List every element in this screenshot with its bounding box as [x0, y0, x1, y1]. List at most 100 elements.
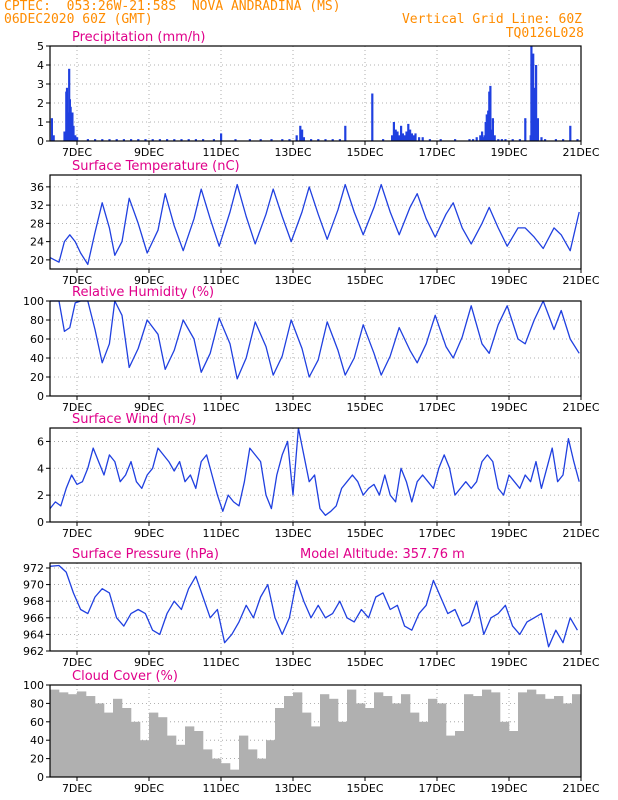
pressure-xtick-label: 19DEC: [490, 656, 527, 669]
cloud-cover-area-segment: [554, 696, 564, 777]
precipitation-xtick-label: 7DEC: [62, 146, 92, 159]
pressure-xtick-label: 11DEC: [202, 656, 239, 669]
cloud-cover-area-segment: [320, 694, 330, 777]
precipitation-bar: [468, 139, 471, 141]
precipitation-bar: [532, 53, 535, 141]
cloud-cover-area-segment: [239, 735, 249, 777]
precipitation-ytick-label: 2: [37, 97, 44, 110]
precipitation-bar: [187, 139, 190, 141]
precipitation-bar: [569, 125, 572, 141]
precipitation-frame: [49, 45, 582, 142]
cloud-cover-area-segment: [410, 712, 420, 777]
precipitation-bar: [491, 118, 494, 141]
precipitation-bar: [392, 122, 395, 141]
precipitation-bar: [396, 131, 399, 141]
cloud-cover-area-segment: [545, 698, 555, 777]
cloud-cover-area-segment: [563, 703, 573, 777]
wind-ytick-label: 6: [37, 435, 44, 448]
precipitation-bar: [212, 139, 215, 141]
precipitation-bar: [259, 139, 262, 141]
cloud-cover-xtick-label: 13DEC: [274, 782, 311, 795]
pressure-xtick-label: 15DEC: [346, 656, 383, 669]
precipitation-xtick-label: 19DEC: [490, 146, 527, 159]
cloud-cover-area-segment: [536, 694, 546, 777]
precipitation-bar: [302, 137, 305, 141]
precipitation-bar: [288, 139, 291, 141]
precipitation-bar: [344, 125, 347, 141]
precipitation-bar: [489, 85, 492, 141]
precipitation-ytick-label: 3: [37, 78, 44, 91]
pressure-ytick-label: 972: [23, 562, 44, 575]
temperature-xtick-label: 11DEC: [202, 274, 239, 287]
cloud-cover-ytick-label: 100: [23, 679, 44, 692]
temperature-xtick-label: 13DEC: [274, 274, 311, 287]
pressure-ytick-label: 970: [23, 579, 44, 592]
precipitation-bar: [401, 133, 404, 141]
precipitation-bar: [331, 139, 334, 141]
wind-xtick-label: 19DEC: [490, 527, 527, 540]
precipitation-bar: [270, 139, 273, 141]
precipitation-bar: [50, 118, 53, 141]
humidity-ytick-label: 0: [37, 390, 44, 403]
temperature-ytick-label: 20: [30, 254, 44, 267]
cloud-cover-area-segment: [194, 731, 204, 777]
precipitation-bar: [108, 139, 111, 141]
cloud-cover-area-segment: [473, 696, 483, 777]
precipitation-bar: [220, 133, 223, 141]
temperature-xtick-label: 21DEC: [562, 274, 599, 287]
precipitation-bar: [421, 137, 424, 141]
cloud-cover-area-segment: [50, 689, 60, 777]
header-model: TQ0126L028: [505, 26, 584, 41]
precipitation-xtick-label: 15DEC: [346, 146, 383, 159]
pressure-ytick-label: 962: [23, 645, 44, 658]
cloud-cover-area-segment: [122, 708, 132, 777]
cloud-cover-ytick-label: 40: [30, 734, 44, 747]
wind-xtick-label: 9DEC: [134, 527, 164, 540]
precipitation-bar: [94, 139, 97, 141]
precipitation-bar: [180, 139, 183, 141]
humidity-title: Relative Humidity (%): [72, 285, 214, 300]
cloud-cover-area-segment: [365, 708, 375, 777]
precipitation-bar: [475, 137, 478, 141]
cloud-cover-area-segment: [446, 735, 456, 777]
precipitation-bar: [248, 139, 251, 141]
pressure-annotation: Model Altitude: 357.76 m: [300, 547, 465, 562]
pressure-xtick-label: 13DEC: [274, 656, 311, 669]
wind-xtick-label: 15DEC: [346, 527, 383, 540]
cloud-cover-area-segment: [86, 696, 96, 777]
cloud-cover-area-segment: [131, 721, 141, 777]
cloud-cover-area-segment: [113, 698, 123, 777]
pressure-title: Surface Pressure (hPa): [72, 547, 219, 562]
wind-xtick-label: 21DEC: [562, 527, 599, 540]
cloud-cover-xtick-label: 17DEC: [418, 782, 455, 795]
precipitation-bar: [101, 139, 104, 141]
temperature-series-line: [49, 183, 580, 266]
precipitation-title: Precipitation (mm/h): [72, 30, 205, 45]
precipitation-bar: [414, 133, 417, 141]
precipitation-bar: [535, 65, 538, 141]
pressure-xtick-label: 21DEC: [562, 656, 599, 669]
cloud-cover-area-segment: [509, 731, 519, 777]
precipitation-bar: [439, 139, 442, 141]
precipitation-ytick-label: 5: [37, 40, 44, 53]
precipitation-bar: [418, 137, 421, 141]
pressure-frame: [49, 562, 582, 652]
precipitation-bar: [158, 139, 161, 141]
pressure-xtick-label: 17DEC: [418, 656, 455, 669]
humidity-xtick-label: 7DEC: [62, 401, 92, 414]
wind-ytick-label: 4: [37, 462, 44, 475]
cloud-cover-area-segment: [257, 758, 267, 777]
precipitation-bar: [338, 139, 341, 141]
temperature-ytick-label: 28: [30, 217, 44, 230]
cloud-cover-xtick-label: 19DEC: [490, 782, 527, 795]
cloud-cover-area-segment: [356, 703, 366, 777]
humidity-xtick-label: 11DEC: [202, 401, 239, 414]
precipitation-bar: [391, 135, 394, 141]
humidity-xtick-label: 15DEC: [346, 401, 383, 414]
cloud-cover-area-segment: [311, 726, 321, 777]
cloud-cover-area-segment: [203, 749, 213, 777]
wind-series-line: [49, 427, 580, 516]
precipitation-bar: [398, 135, 401, 141]
temperature-ytick-label: 24: [30, 236, 44, 249]
